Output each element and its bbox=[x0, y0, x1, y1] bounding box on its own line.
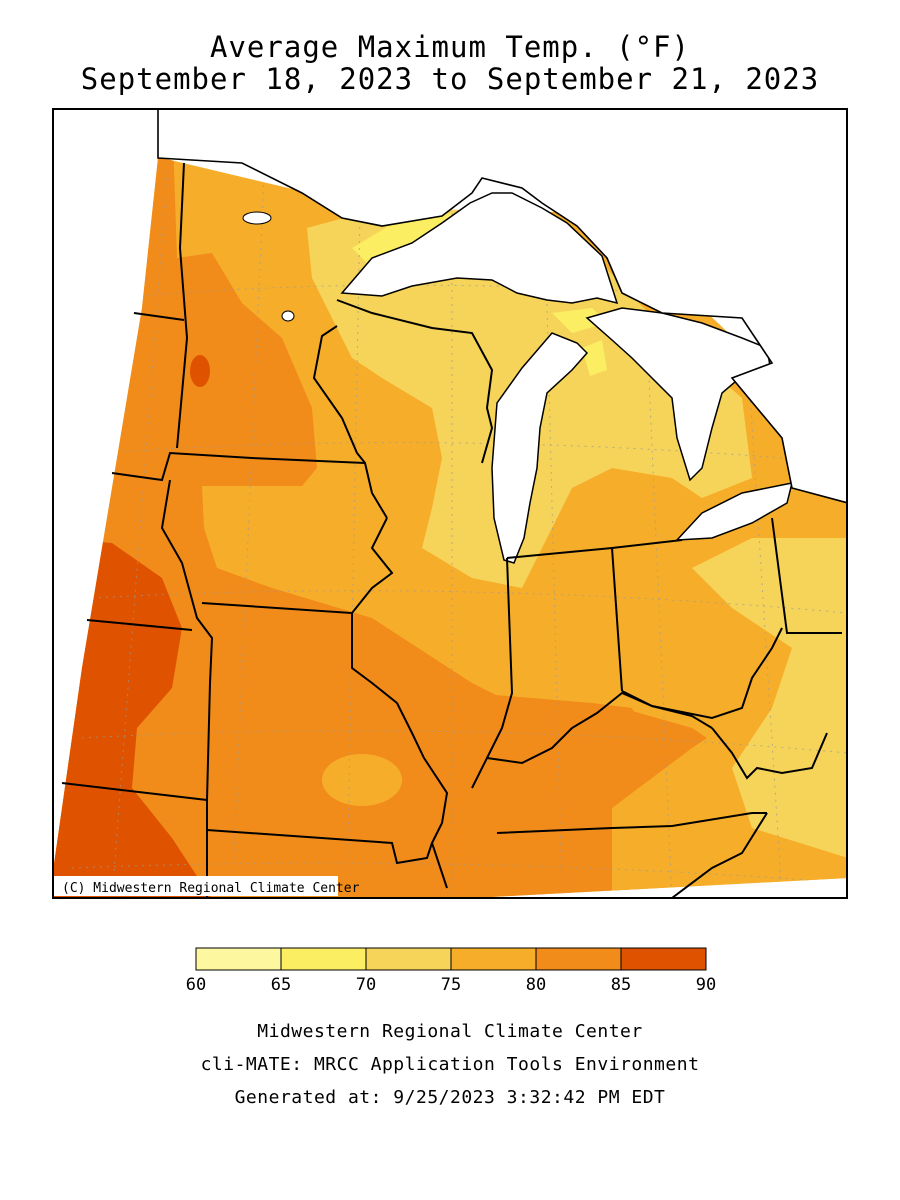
map-frame bbox=[52, 108, 848, 899]
border-ne-ia bbox=[160, 479, 214, 684]
map-subtitle: September 18, 2023 to September 21, 2023 bbox=[80, 62, 820, 96]
legend-bin bbox=[620, 947, 707, 971]
temp-spot-85-90 bbox=[190, 355, 210, 387]
legend-bin bbox=[280, 947, 367, 971]
border-sd-mn-ia bbox=[111, 451, 366, 482]
lake-michigan bbox=[491, 332, 589, 564]
legend-ticks: 60 65 70 75 80 85 90 bbox=[186, 975, 716, 995]
legend-bin bbox=[195, 947, 282, 971]
lake-huron bbox=[585, 307, 773, 482]
border-ia-mo bbox=[201, 602, 398, 704]
border-oh-mi bbox=[611, 539, 683, 549]
footer-org: Midwestern Regional Climate Center bbox=[257, 1021, 643, 1042]
border-oh-pa bbox=[771, 517, 842, 634]
state-borders bbox=[61, 162, 842, 899]
temp-band-65-70-upper-mi bbox=[552, 308, 607, 333]
legend-tick-label: 90 bbox=[696, 975, 716, 995]
border-ky-tn bbox=[496, 812, 767, 834]
small-lakes bbox=[242, 211, 295, 322]
border-in-mi bbox=[506, 547, 613, 559]
border-mo-ar bbox=[206, 829, 433, 865]
legend-bin bbox=[535, 947, 622, 971]
copyright-bg bbox=[54, 876, 338, 896]
border-in-oh bbox=[611, 547, 623, 692]
legend-tick-label: 80 bbox=[526, 975, 546, 995]
border-ky-wv-va bbox=[711, 727, 828, 780]
temp-band-80-85-south bbox=[352, 628, 652, 848]
great-lakes bbox=[340, 192, 848, 564]
legend-tick-label: 75 bbox=[441, 975, 461, 995]
footer-tool: cli-MATE: MRCC Application Tools Environ… bbox=[200, 1054, 700, 1075]
border-mn-wi bbox=[312, 325, 388, 519]
temp-band-65-70-lake-superior bbox=[352, 213, 452, 268]
map-title: Average Maximum Temp. (°F) bbox=[210, 30, 690, 64]
lake-red-lake bbox=[242, 211, 272, 225]
canada-region bbox=[157, 108, 848, 504]
border-in-ky bbox=[486, 691, 713, 765]
graticule bbox=[71, 158, 848, 898]
border-nd-sd bbox=[133, 312, 185, 321]
legend-tick-label: 70 bbox=[356, 975, 376, 995]
copyright-text: (C) Midwestern Regional Climate Center bbox=[62, 881, 360, 896]
border-tn-nc bbox=[671, 812, 768, 899]
footer-generated: Generated at: 9/25/2023 3:32:42 PM EDT bbox=[234, 1087, 666, 1108]
border-nd-mn bbox=[176, 162, 189, 449]
temp-band-80-85-west bbox=[52, 158, 848, 898]
legend-bins bbox=[195, 947, 707, 971]
border-wi-mi bbox=[336, 299, 494, 464]
lake-superior bbox=[340, 192, 619, 305]
temp-band-70-75-east bbox=[692, 538, 848, 858]
border-ks-ok bbox=[61, 782, 208, 801]
border-oh-ky-wv bbox=[621, 627, 783, 720]
copyright-box: (C) Midwestern Regional Climate Center bbox=[54, 876, 360, 896]
legend-tick-label: 85 bbox=[611, 975, 631, 995]
lake-erie bbox=[675, 482, 794, 541]
temperature-map: (C) Midwestern Regional Climate Center bbox=[52, 108, 848, 899]
temp-band-65-70-michigan bbox=[582, 340, 607, 376]
lake-mille-lacs bbox=[281, 310, 295, 322]
legend-bin bbox=[450, 947, 537, 971]
legend-bin bbox=[365, 947, 452, 971]
border-ne-ks bbox=[86, 619, 193, 631]
border-ks-mo bbox=[206, 682, 211, 899]
legend-tick-label: 60 bbox=[186, 975, 206, 995]
temp-band-75-80-pocket bbox=[322, 754, 402, 806]
border-il-in bbox=[471, 557, 514, 789]
legend-tick-label: 65 bbox=[271, 975, 291, 995]
border-mo-il bbox=[351, 517, 394, 614]
color-legend: 60 65 70 75 80 85 90 bbox=[186, 947, 716, 995]
